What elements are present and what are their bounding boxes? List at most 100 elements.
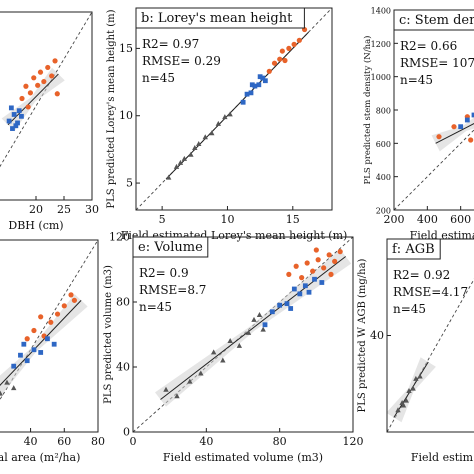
panel-a: 20 25 30 DBH (cm): [0, 11, 99, 232]
data-point: [54, 91, 60, 97]
data-point: [6, 118, 12, 124]
data-point: [18, 352, 23, 358]
data-point: [245, 329, 252, 335]
panel-e: 0 40 80 120 0 40 80 120 Field estimated volume (…: [103, 231, 364, 465]
data-point: [31, 327, 37, 334]
data-point: [51, 341, 57, 347]
stat-label: RMSE=4.17: [393, 285, 468, 299]
data-point: [299, 275, 305, 281]
data-point: [277, 56, 283, 62]
data-point: [256, 312, 263, 317]
y-tick-label: 1200: [371, 40, 391, 49]
data-point: [319, 280, 325, 285]
data-point: [271, 60, 278, 66]
data-point: [296, 37, 302, 43]
data-point: [68, 292, 74, 298]
data-point: [61, 303, 67, 309]
data-point: [286, 45, 292, 52]
data-point: [337, 249, 343, 255]
data-point: [321, 265, 327, 271]
x-axis-label: DBH (cm): [8, 219, 63, 232]
data-point: [0, 390, 3, 396]
y-tick-label: 600: [376, 140, 391, 149]
stat-label: RMSE= 0.29: [142, 54, 221, 68]
data-point: [19, 113, 24, 119]
x-tick-label: 40: [24, 435, 38, 448]
y-tick-label: 200: [376, 207, 391, 216]
data-point: [24, 336, 30, 342]
data-point: [8, 105, 14, 111]
y-tick-label: 15: [119, 42, 133, 55]
data-point: [279, 48, 285, 54]
data-point: [291, 286, 297, 292]
data-point: [210, 349, 217, 355]
data-point: [31, 347, 37, 353]
stat-label: R2= 0.92: [393, 268, 450, 282]
one-to-one-line: [387, 278, 474, 432]
x-tick-label: 40: [199, 435, 213, 448]
data-point: [252, 83, 258, 89]
x-tick-label: 600: [450, 213, 471, 226]
regression-line: [435, 123, 474, 144]
data-point: [284, 301, 290, 307]
data-point: [310, 268, 316, 274]
data-point: [19, 95, 25, 102]
data-point: [312, 276, 317, 282]
data-point: [297, 291, 303, 297]
data-point: [468, 137, 474, 143]
data-point: [202, 134, 208, 140]
data-point: [248, 90, 254, 96]
y-tick-label: 5: [126, 177, 133, 190]
plot-area-f: [387, 278, 474, 432]
data-point: [25, 104, 31, 110]
data-point: [37, 69, 44, 75]
plot-area-c: [394, 112, 474, 210]
data-point: [188, 151, 194, 157]
data-point: [222, 114, 228, 120]
panel-title: c: Stem dens: [399, 13, 474, 28]
x-tick-label: 120: [343, 435, 364, 448]
panel-title-box: [135, 7, 305, 29]
y-tick-label: 120: [109, 231, 130, 244]
x-axis-label: Field estim: [411, 451, 474, 464]
data-point: [413, 375, 419, 381]
data-point: [215, 120, 222, 126]
y-tick-label: 800: [376, 107, 391, 116]
data-point: [326, 252, 332, 258]
data-point: [23, 83, 29, 89]
panel-title-box: [386, 238, 441, 260]
plot-frame: [0, 11, 93, 201]
regression-line: [7, 73, 59, 126]
x-tick-label: 20: [29, 203, 43, 216]
stat-label: R2= 0.9: [139, 266, 189, 280]
data-point: [328, 271, 334, 277]
data-point: [286, 271, 292, 277]
y-tick-label: 400: [376, 173, 391, 182]
plot-frame: [0, 239, 99, 433]
data-point: [282, 57, 288, 64]
data-point: [436, 134, 442, 140]
data-point: [10, 126, 15, 131]
data-point: [45, 336, 50, 342]
x-tick-label: 80: [273, 435, 287, 448]
confidence-band: [0, 294, 88, 397]
data-point: [24, 358, 30, 364]
x-axis-label: Field estimated volume (m3): [163, 451, 323, 464]
data-point: [165, 174, 172, 180]
data-point: [236, 342, 243, 348]
x-tick-label: 10: [220, 213, 234, 226]
data-point: [249, 82, 255, 88]
data-point: [4, 379, 10, 385]
data-point: [48, 319, 54, 325]
data-point: [38, 350, 44, 355]
data-point: [198, 370, 204, 376]
y-axis-label: PLS predicted volume (m3): [103, 265, 114, 404]
data-point: [269, 309, 275, 315]
data-point: [400, 402, 407, 408]
data-point: [11, 112, 17, 117]
y-axis-label: PLS predicted stem density (N/ha): [362, 36, 373, 185]
x-tick-label: 200: [384, 213, 405, 226]
panel-title-box: [393, 9, 474, 31]
